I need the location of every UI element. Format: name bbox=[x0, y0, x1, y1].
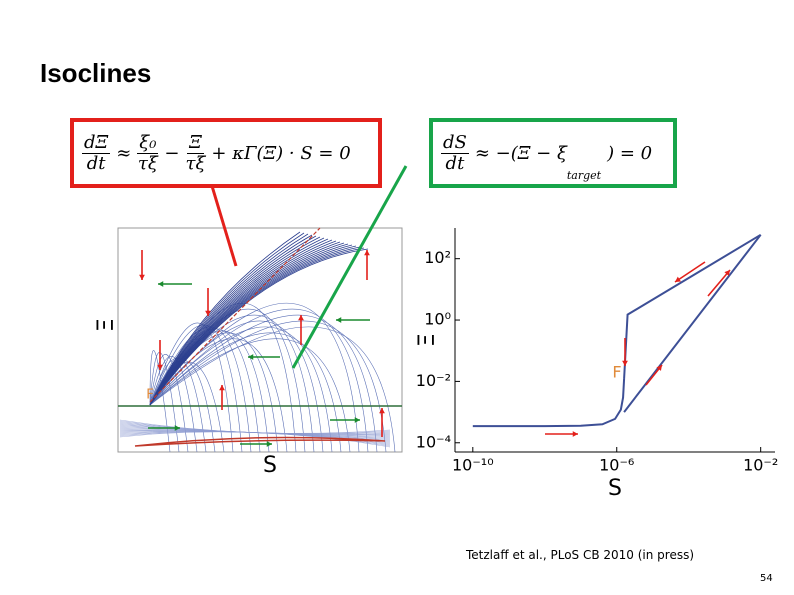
data-line bbox=[623, 234, 762, 413]
x-tick-label: 10⁻² bbox=[743, 456, 778, 475]
flow-arrow-head bbox=[572, 431, 578, 437]
trajectory bbox=[149, 354, 189, 453]
flow-arrow-head bbox=[158, 281, 164, 287]
denominator: τξ bbox=[185, 152, 206, 174]
numerator: ξ₀ bbox=[137, 131, 159, 154]
equation-box bbox=[70, 118, 382, 188]
trajectory bbox=[149, 326, 396, 453]
y-tick-label: 10⁻⁴ bbox=[416, 432, 451, 451]
flow-arrow bbox=[674, 261, 706, 283]
flow-arrow bbox=[707, 269, 731, 297]
flow-arrow-head bbox=[266, 441, 272, 447]
flow-arrow-head bbox=[248, 354, 254, 360]
pointer-line bbox=[210, 185, 238, 267]
equation: dS dt ≈ −(Ξ − ξ target) = 0 bbox=[435, 124, 671, 182]
flow-arrow-head bbox=[622, 360, 628, 366]
pointer-line bbox=[291, 165, 408, 369]
denominator: dt bbox=[445, 152, 465, 174]
axis-label: Ξ bbox=[415, 333, 440, 347]
denominator: dt bbox=[86, 152, 106, 174]
page-number: 54 bbox=[760, 573, 773, 584]
trajectory bbox=[149, 322, 234, 453]
trajectory bbox=[149, 248, 369, 406]
fraction: ξ₀ τξ bbox=[137, 131, 159, 174]
axis-label: Ξ bbox=[94, 318, 119, 332]
numerator: Ξ bbox=[187, 131, 204, 154]
flow-arrow-head bbox=[656, 365, 662, 371]
data-line bbox=[472, 378, 626, 428]
flow-arrow-head bbox=[174, 425, 180, 431]
trajectory bbox=[149, 232, 305, 406]
numerator: dΞ bbox=[82, 131, 111, 154]
trajectory bbox=[149, 314, 378, 453]
flow-arrow-head bbox=[219, 385, 225, 391]
flow-arrow-head bbox=[336, 317, 342, 323]
data-line bbox=[623, 233, 762, 380]
annotation: F bbox=[612, 363, 621, 382]
isocline bbox=[149, 227, 321, 403]
trajectory bbox=[149, 350, 171, 453]
log-plot: 10² 10⁰ 10⁻² 10⁻⁴10⁻¹⁰ 10⁻⁶ 10⁻² S Ξ F bbox=[415, 228, 778, 501]
equation-subscript: target bbox=[566, 169, 602, 182]
flow-arrow-head bbox=[364, 250, 370, 256]
trajectory bbox=[149, 308, 369, 453]
flow-arrow-head bbox=[675, 276, 681, 282]
flow-arrow-head bbox=[157, 364, 163, 370]
flow-arrow-head bbox=[139, 274, 145, 280]
trajectory bbox=[149, 332, 342, 453]
equation-term: ≈ −(Ξ − ξ bbox=[474, 142, 567, 164]
x-tick-label: 10⁻⁶ bbox=[599, 456, 634, 475]
numerator: dS bbox=[441, 131, 469, 154]
axis-label: S bbox=[608, 476, 622, 501]
flow-arrow-head bbox=[205, 310, 211, 316]
isocline bbox=[134, 436, 386, 447]
citation: Tetzlaff et al., PLoS CB 2010 (in press) bbox=[466, 548, 695, 562]
y-tick-label: 10² bbox=[424, 248, 451, 267]
x-tick-label: 10⁻¹⁰ bbox=[452, 456, 494, 475]
axis-label: S bbox=[263, 453, 277, 478]
equation-term: − bbox=[164, 142, 180, 164]
trajectory bbox=[119, 431, 391, 448]
flow-arrow-head bbox=[298, 315, 304, 321]
denominator: τξ bbox=[137, 152, 158, 174]
flow-arrow-head bbox=[379, 408, 385, 414]
fraction: dS dt bbox=[441, 131, 469, 174]
flow-arrow-head bbox=[354, 417, 360, 423]
equation-term: + κΓ(Ξ) · S = 0 bbox=[211, 142, 351, 164]
equation-term: ≈ bbox=[116, 142, 132, 164]
trajectory bbox=[149, 352, 180, 453]
trajectory bbox=[149, 231, 301, 406]
y-tick-label: 10⁻² bbox=[416, 371, 451, 390]
equation-box bbox=[429, 118, 677, 188]
trajectory bbox=[149, 326, 333, 453]
equation-term: ) = 0 bbox=[607, 142, 653, 164]
slide-title: Isoclines bbox=[40, 58, 152, 88]
flow-arrow-head bbox=[724, 270, 730, 276]
y-tick-label: 10⁰ bbox=[424, 310, 451, 329]
phase-curves bbox=[118, 227, 402, 453]
fixed-point-label: F bbox=[146, 388, 153, 403]
fraction: dΞ dt bbox=[82, 131, 111, 174]
